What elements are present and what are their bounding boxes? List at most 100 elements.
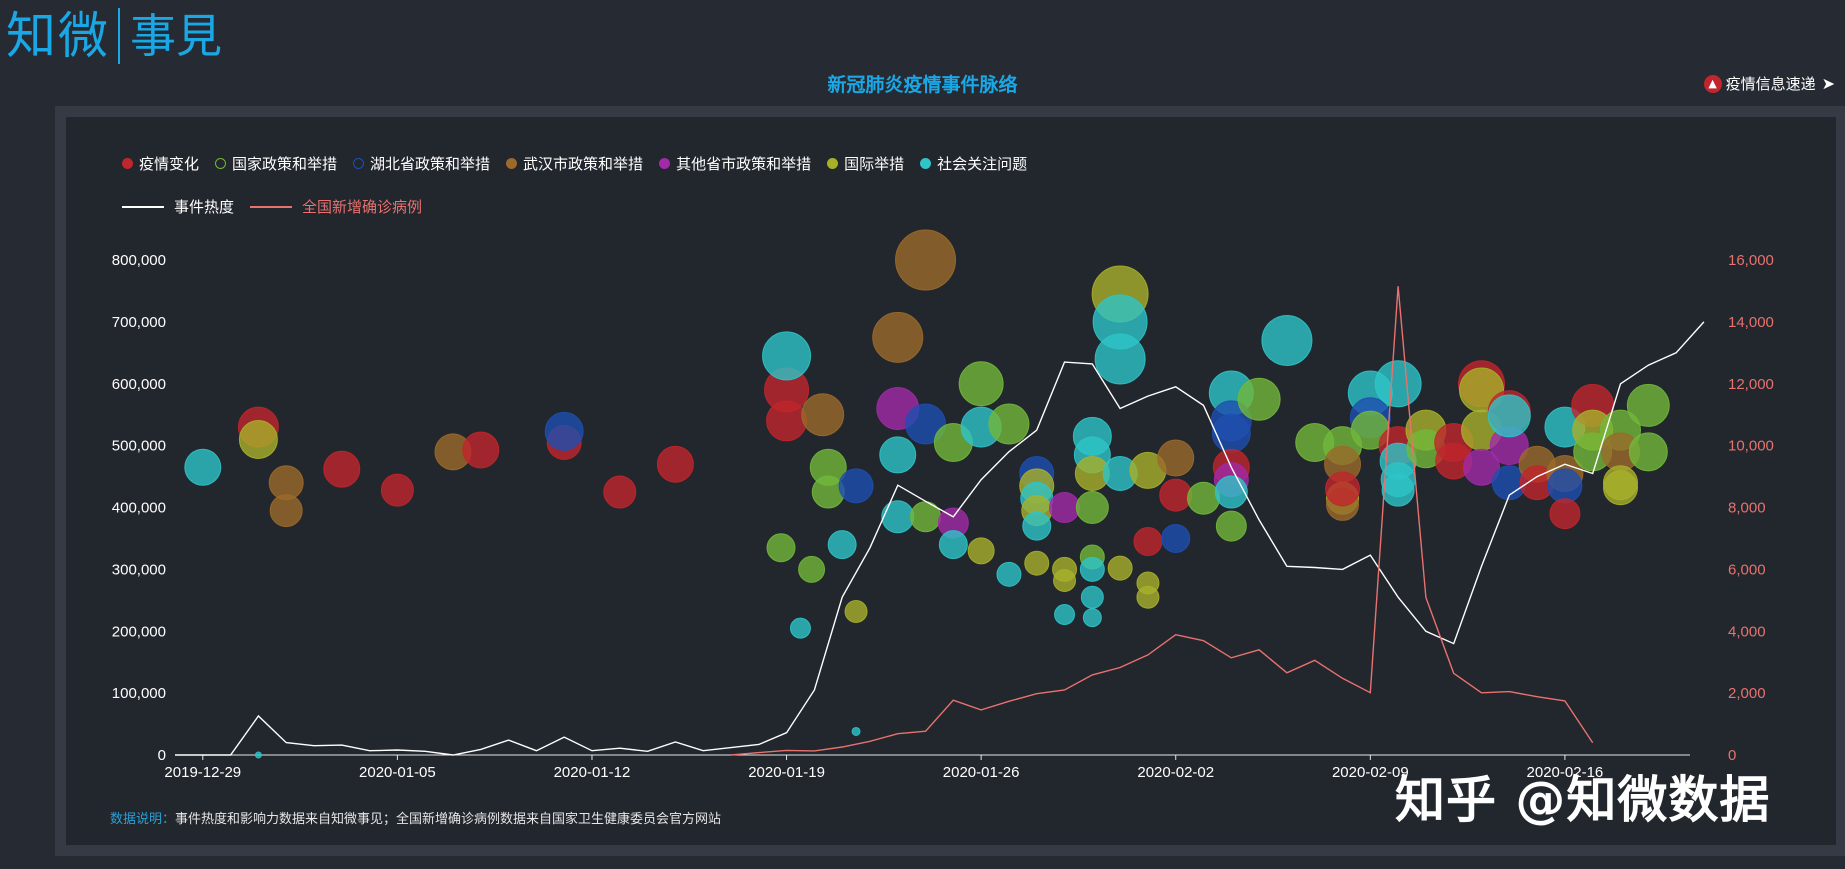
event-bubble <box>254 751 262 759</box>
legend-item-2[interactable]: 湖北省政策和举措 <box>353 153 490 174</box>
y-left-tick-label: 0 <box>158 747 166 764</box>
event-bubble <box>1080 585 1104 609</box>
data-note-text: 事件热度和影响力数据来自知微事见；全国新增确诊病例数据来自国家卫生健康委员会官方… <box>175 812 722 827</box>
event-bubble <box>184 448 222 486</box>
tree-icon: ▲ <box>1703 74 1722 93</box>
data-note-label: 数据说明： <box>110 812 176 827</box>
event-bubble <box>380 473 414 507</box>
y-right-tick-label: 8,000 <box>1728 500 1766 517</box>
x-tick-label: 2020-02-09 <box>1332 764 1409 781</box>
y-left-tick-label: 400,000 <box>112 500 166 517</box>
legend-marker <box>506 158 518 169</box>
event-bubble <box>1049 492 1081 523</box>
y-left-tick-label: 600,000 <box>112 376 166 393</box>
event-bubble <box>1187 481 1221 515</box>
y-right-tick-label: 0 <box>1728 747 1736 764</box>
y-left-tick-label: 100,000 <box>112 685 166 702</box>
legend-label: 湖北省政策和举措 <box>370 155 491 173</box>
event-bubble <box>1628 432 1668 472</box>
event-bubble <box>1075 491 1109 524</box>
x-tick-label: 2020-01-12 <box>554 764 631 781</box>
y-left-tick-label: 800,000 <box>112 252 166 269</box>
legend-marker <box>353 158 365 169</box>
event-bubble <box>762 331 812 381</box>
event-bubble <box>766 533 796 563</box>
event-bubble <box>881 500 915 534</box>
event-bubble <box>1211 413 1251 453</box>
event-bubble <box>1159 478 1193 512</box>
line-legend-item-1[interactable]: 全国新增确诊病例 <box>250 196 422 217</box>
event-bubble <box>269 494 303 528</box>
event-bubble <box>1463 448 1501 486</box>
y-right-tick-label: 2,000 <box>1728 685 1766 702</box>
event-bubble <box>1487 394 1531 438</box>
event-bubble <box>1237 377 1281 421</box>
event-bubble <box>967 537 995 565</box>
event-bubble <box>789 617 811 639</box>
y-right-tick-label: 16,000 <box>1728 252 1774 269</box>
event-bubble <box>1024 550 1050 576</box>
event-bubble <box>1054 604 1076 626</box>
event-bubble <box>1325 471 1361 507</box>
legend-label: 疫情变化 <box>139 155 200 173</box>
event-bubble <box>996 561 1022 587</box>
logo-main-text: 知微 <box>6 7 110 65</box>
legend-marker <box>920 158 932 169</box>
event-bubble <box>1053 569 1077 593</box>
logo-divider <box>118 8 120 64</box>
legend-item-0[interactable]: 疫情变化 <box>122 153 199 174</box>
event-bubble <box>1079 556 1105 582</box>
category-legend: 疫情变化 国家政策和举措 湖北省政策和举措 武汉市政策和举措 其他省市政策和举措 国际举措… <box>122 153 1043 174</box>
x-tick-label: 2020-01-19 <box>748 764 825 781</box>
line-legend-item-0[interactable]: 事件热度 <box>122 196 234 217</box>
event-bubble <box>958 361 1004 407</box>
event-bubble <box>879 436 917 474</box>
logo-sub-text: 事見 <box>130 9 222 63</box>
x-tick-label: 2020-01-26 <box>943 764 1020 781</box>
y-left-tick-label: 700,000 <box>112 314 166 331</box>
legend-label: 国家政策和举措 <box>232 155 338 173</box>
event-bubble <box>1082 608 1102 628</box>
event-bubble <box>656 445 694 483</box>
legend-label: 事件热度 <box>174 198 235 216</box>
event-bubble <box>1136 585 1160 609</box>
legend-item-1[interactable]: 国家政策和举措 <box>215 153 337 174</box>
epidemic-news-link[interactable]: ▲ 疫情信息速递 ➤ <box>1703 73 1835 94</box>
legend-label: 武汉市政策和举措 <box>523 155 644 173</box>
x-tick-label: 2020-02-16 <box>1527 764 1604 781</box>
event-bubble <box>988 403 1030 445</box>
event-bubble <box>1133 527 1163 557</box>
legend-label: 社会关注问题 <box>937 155 1028 173</box>
legend-marker <box>659 158 671 169</box>
new-cases-line <box>730 286 1594 756</box>
legend-label: 国际举措 <box>844 155 905 173</box>
legend-label: 其他省市政策和举措 <box>676 155 812 173</box>
legend-marker <box>215 158 227 169</box>
event-bubble <box>798 555 826 583</box>
legend-item-3[interactable]: 武汉市政策和举措 <box>506 153 643 174</box>
legend-item-5[interactable]: 国际举措 <box>827 153 904 174</box>
event-bubble <box>1261 314 1313 366</box>
event-bubble <box>1214 475 1248 509</box>
event-bubble <box>1107 555 1133 581</box>
legend-item-4[interactable]: 其他省市政策和举措 <box>659 153 811 174</box>
y-right-tick-label: 6,000 <box>1728 561 1766 578</box>
x-tick-label: 2020-02-02 <box>1137 764 1214 781</box>
arrow-right-icon: ➤ <box>1821 74 1835 93</box>
event-bubble <box>905 403 947 445</box>
y-left-tick-label: 200,000 <box>112 623 166 640</box>
event-bubble <box>910 501 942 533</box>
event-bubble <box>462 431 500 469</box>
event-bubble <box>844 599 868 623</box>
event-bubble <box>1374 360 1422 408</box>
legend-label: 全国新增确诊病例 <box>302 198 423 216</box>
legend-line-swatch <box>250 205 293 208</box>
epidemic-news-label: 疫情信息速递 <box>1725 75 1816 93</box>
legend-item-6[interactable]: 社会关注问题 <box>920 153 1027 174</box>
y-right-tick-label: 14,000 <box>1728 314 1774 331</box>
event-bubble <box>1094 333 1146 385</box>
event-bubble <box>1381 473 1415 507</box>
data-note: 数据说明：事件热度和影响力数据来自知微事见；全国新增确诊病例数据来自国家卫生健康… <box>110 808 721 827</box>
watermark: 知乎 @知微数据 <box>1395 771 1771 829</box>
y-left-tick-label: 500,000 <box>112 438 166 455</box>
